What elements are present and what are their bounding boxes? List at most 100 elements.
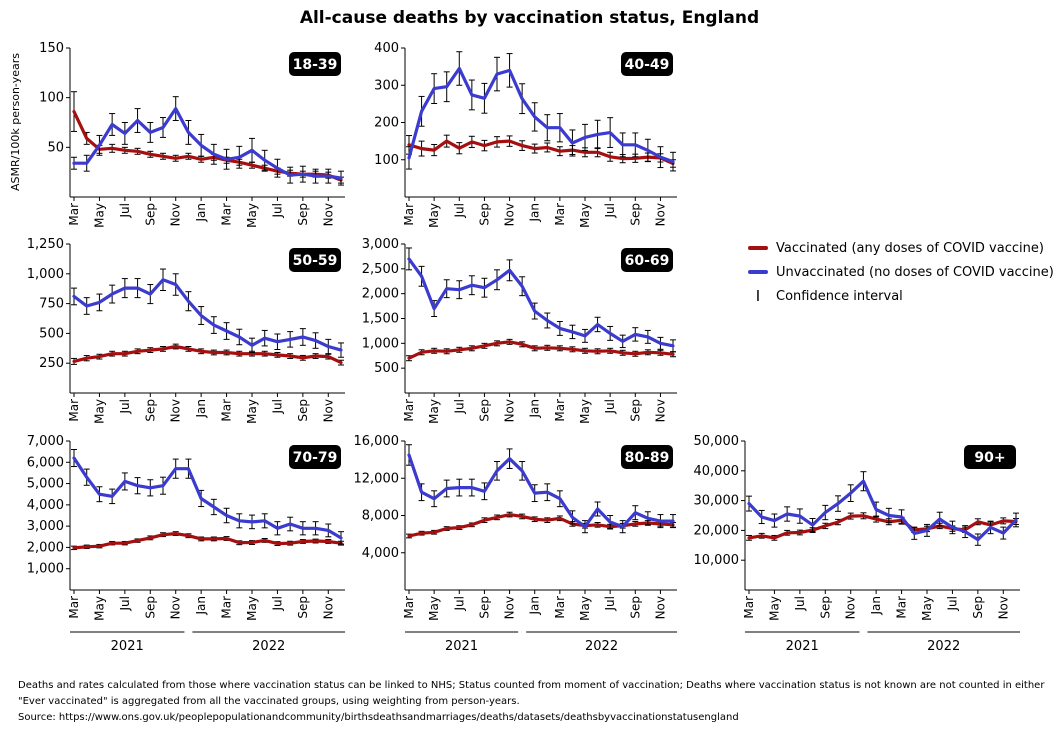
year-axis: 2021 2022 <box>745 631 1020 654</box>
age-badge: 90+ <box>964 445 1016 469</box>
x-tick-label: Nov <box>321 399 335 422</box>
chart-canvas: ASMR/100k person-years 50 100 150 Mar May Jul S… <box>9 41 1020 654</box>
age-badge: 50-59 <box>289 248 341 272</box>
series-unvaccinated <box>406 247 676 353</box>
x-tick-label: Mar <box>553 596 567 619</box>
year-label-2021: 2021 <box>445 639 478 654</box>
series-line <box>407 340 675 360</box>
age-badge-bg <box>621 248 673 272</box>
series-line <box>407 66 675 164</box>
x-tick-label: May <box>920 596 934 621</box>
x-tick-label: Sep <box>628 399 642 422</box>
x-tick-label: Nov <box>169 399 183 422</box>
x-tick-label: Jul <box>118 203 132 218</box>
x-tick-label: May <box>767 596 781 621</box>
legend-swatch-unvaccinated <box>748 270 768 274</box>
y-tick-label: 20,000 <box>694 523 740 538</box>
y-tick-label: 2,000 <box>27 540 64 555</box>
y-tick-label: 500 <box>39 326 64 341</box>
age-badge: 70-79 <box>289 445 341 469</box>
x-tick-label: Jul <box>118 596 132 611</box>
x-tick-label: May <box>245 203 259 228</box>
x-tick-label: Nov <box>503 203 517 226</box>
x-tick-label: Jan <box>528 203 542 223</box>
x-tick-label: Sep <box>477 596 491 619</box>
y-tick-label: 300 <box>374 78 399 93</box>
x-tick-label: Mar <box>67 203 81 226</box>
x-tick-label: Mar <box>220 203 234 226</box>
x-tick-label: Nov <box>844 596 858 619</box>
x-tick-label: Jan <box>194 203 208 223</box>
x-tick-label: May <box>578 399 592 424</box>
x-tick-label: Nov <box>321 596 335 619</box>
footnote-line-1: Deaths and rates calculated from those w… <box>18 680 1048 691</box>
x-tick-label: Mar <box>742 596 756 619</box>
x-tick-label: Sep <box>296 596 310 619</box>
series-line <box>747 514 1018 540</box>
x-tick-label: Jul <box>270 399 284 414</box>
x-tick-label: Jul <box>452 596 466 611</box>
y-tick-label: 7,000 <box>27 434 64 449</box>
y-tick-label: 500 <box>374 361 399 376</box>
x-tick-label: May <box>92 399 106 424</box>
x-tick-label: Mar <box>895 596 909 619</box>
x-tick-label: Jan <box>194 399 208 419</box>
series-line <box>407 139 675 166</box>
y-tick-label: 4,000 <box>27 498 64 513</box>
x-tick-label: May <box>245 596 259 621</box>
series-vaccinated <box>746 512 1019 541</box>
panel-18-39: 50 100 150 Mar May Jul Sep Nov Jan Mar May Jul Sep No… <box>39 41 345 228</box>
age-badge-bg <box>289 445 341 469</box>
y-tick-label: 30,000 <box>694 494 740 509</box>
y-tick-label: 50 <box>47 140 64 155</box>
y-tick-label: 10,000 <box>694 553 740 568</box>
y-tick-label: 6,000 <box>27 455 64 470</box>
year-label-2022: 2022 <box>252 639 285 654</box>
series-unvaccinated <box>746 471 1019 546</box>
x-tick-label: Jul <box>793 596 807 611</box>
legend-item-unvaccinated: Unvaccinated (no doses of COVID vaccine) <box>748 260 1054 284</box>
age-badge-label: 50-59 <box>293 253 338 269</box>
x-tick-label: Nov <box>996 596 1010 619</box>
x-tick-label: Sep <box>477 399 491 422</box>
panel-50-59: 250 500 750 1,000 1,250 Mar May Jul Sep Nov Jan Mar… <box>27 237 345 424</box>
y-tick-label: 8,000 <box>362 509 399 524</box>
x-tick-label: Jul <box>452 203 466 218</box>
series-vaccinated <box>406 511 676 539</box>
legend: Vaccinated (any doses of COVID vaccine) … <box>748 236 1054 308</box>
x-tick-label: Jan <box>528 399 542 419</box>
panel-80-89: 4,000 8,000 12,000 16,000 Mar May Jul Sep Nov Jan… <box>354 434 677 654</box>
x-tick-label: May <box>92 596 106 621</box>
x-tick-label: Nov <box>169 596 183 619</box>
panel-40-49: 100 200 300 400 Mar May Jul Sep Nov Jan Mar May Jul S… <box>374 41 677 228</box>
year-label-2021: 2021 <box>111 639 144 654</box>
y-tick-label: 3,000 <box>362 237 399 252</box>
x-tick-label: Mar <box>67 399 81 422</box>
y-tick-label: 1,000 <box>27 267 64 282</box>
y-tick-label: 150 <box>39 41 64 56</box>
age-badge: 40-49 <box>621 52 673 76</box>
series-line <box>407 512 675 538</box>
age-badge-bg <box>289 52 341 76</box>
x-tick-label: Sep <box>818 596 832 619</box>
age-badge-label: 40-49 <box>625 57 670 73</box>
x-tick-label: Sep <box>477 203 491 226</box>
panel-60-69: 500 1,000 1,500 2,000 2,500 3,000 Mar May Jul Sep… <box>362 237 677 424</box>
series-line <box>72 344 343 365</box>
series-unvaccinated <box>71 268 344 358</box>
year-label-2022: 2022 <box>585 639 618 654</box>
age-badge-label: 70-79 <box>293 450 338 466</box>
x-tick-label: May <box>578 203 592 228</box>
x-tick-label: Sep <box>971 596 985 619</box>
x-tick-label: Sep <box>628 203 642 226</box>
year-axis: 2021 2022 <box>70 631 345 654</box>
x-tick-label: Jan <box>869 596 883 616</box>
age-badge-bg <box>621 52 673 76</box>
series-unvaccinated <box>406 51 676 172</box>
panel-90-plus: 10,000 20,000 30,000 40,000 50,000 Mar May Jul S… <box>694 434 1020 654</box>
x-tick-label: May <box>245 399 259 424</box>
year-axis: 2021 2022 <box>405 631 677 654</box>
y-tick-label: 100 <box>39 91 64 106</box>
age-badge-bg <box>289 248 341 272</box>
age-badge-bg <box>621 445 673 469</box>
